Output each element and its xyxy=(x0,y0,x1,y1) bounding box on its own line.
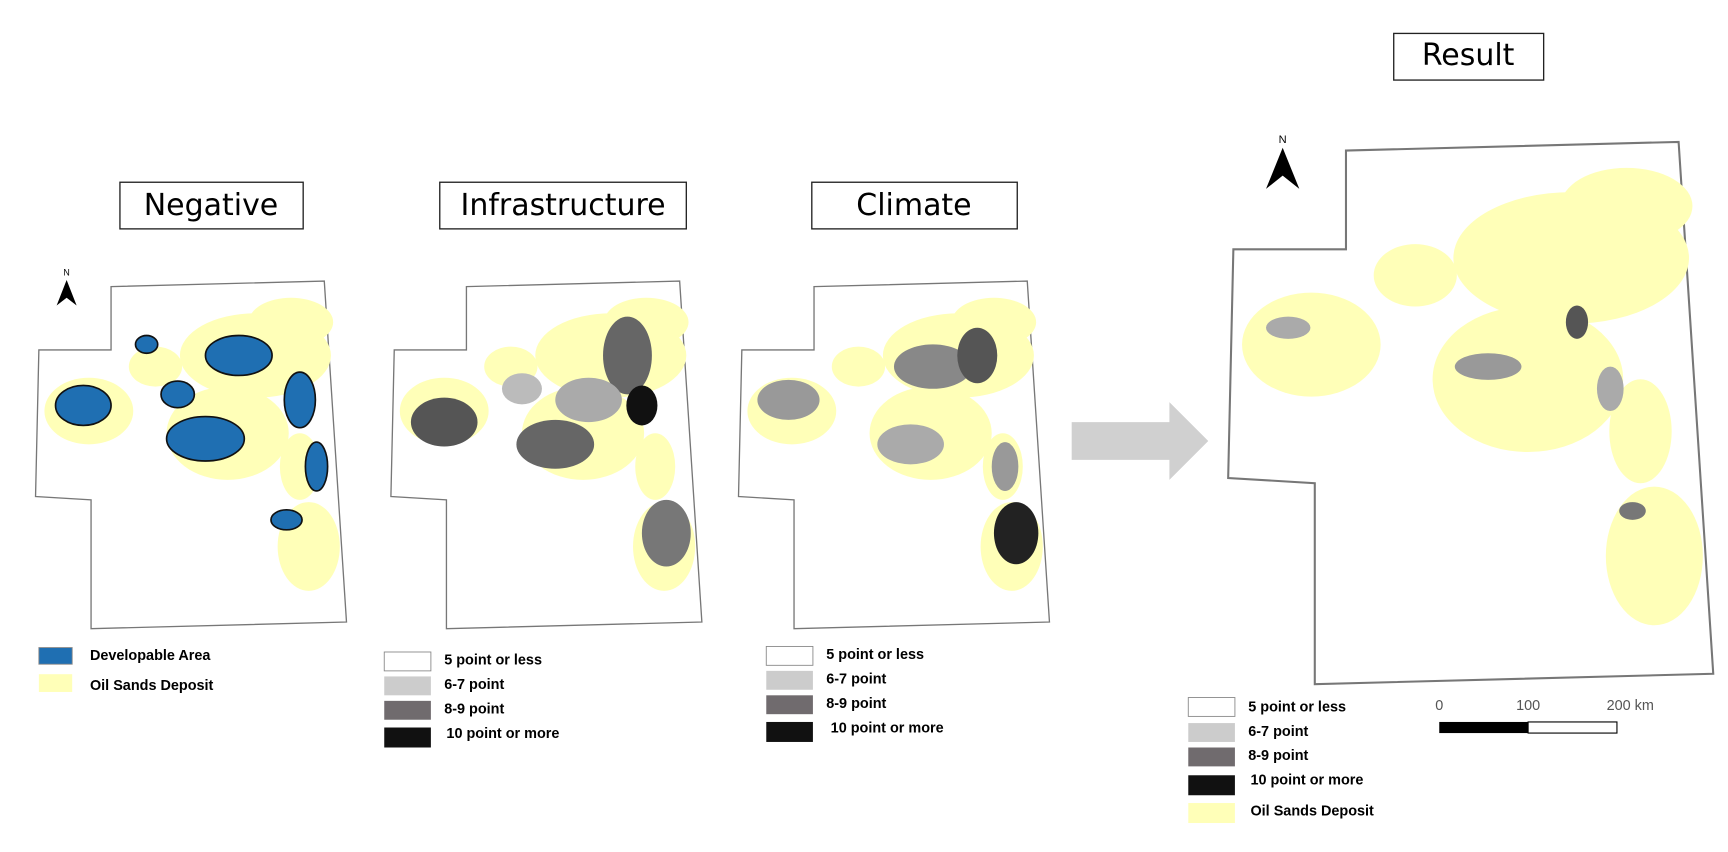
title-box xyxy=(119,181,304,230)
legend-label: 10 point or more xyxy=(446,726,559,742)
legend-swatch xyxy=(765,645,814,742)
legend-label: 10 point or more xyxy=(1250,773,1363,789)
score-patches xyxy=(410,316,691,567)
title-box xyxy=(811,181,1018,230)
legend-label: 10 point or more xyxy=(831,720,944,736)
legend-label: 5 point or less xyxy=(444,653,542,669)
north-label: N xyxy=(1279,134,1287,146)
panel-title: Result xyxy=(1422,38,1515,73)
score-patches xyxy=(1266,305,1646,520)
legend-swatch xyxy=(1187,697,1236,824)
scale-bar: 0 100 200 km xyxy=(1435,698,1654,734)
title-box xyxy=(439,181,687,230)
north-label: N xyxy=(63,268,69,278)
legend-label: 8-9 point xyxy=(444,702,504,718)
north-arrow: N xyxy=(1266,134,1300,189)
legend-label: 5 point or less xyxy=(826,647,924,663)
legend-swatch xyxy=(38,674,73,692)
panel-title: Climate xyxy=(856,188,971,223)
legend-label: Developable Area xyxy=(90,648,211,664)
scale-label: 200 km xyxy=(1607,698,1654,714)
legend-label: Oil Sands Deposit xyxy=(1250,804,1374,820)
scale-label: 0 xyxy=(1435,698,1443,714)
score-patches xyxy=(757,327,1039,565)
legend-label: 5 point or less xyxy=(1248,699,1346,715)
legend-label: 6-7 point xyxy=(1248,724,1308,740)
legend-label: 6-7 point xyxy=(444,677,504,693)
panel-title: Negative xyxy=(144,188,279,223)
legend-swatch xyxy=(383,651,432,748)
legend-swatch xyxy=(38,647,73,665)
developable-area xyxy=(54,334,329,531)
legend-label: 8-9 point xyxy=(826,696,886,712)
panel-title: Infrastructure xyxy=(461,188,666,223)
legend-label: 8-9 point xyxy=(1248,748,1308,764)
title-box xyxy=(1393,32,1545,81)
map xyxy=(1227,140,1715,686)
legend-label: Oil Sands Deposit xyxy=(90,678,214,694)
arrow xyxy=(1071,402,1209,480)
legend-label: 6-7 point xyxy=(826,672,886,688)
north-arrow: N xyxy=(56,268,77,306)
scale-label: 100 xyxy=(1516,698,1540,714)
